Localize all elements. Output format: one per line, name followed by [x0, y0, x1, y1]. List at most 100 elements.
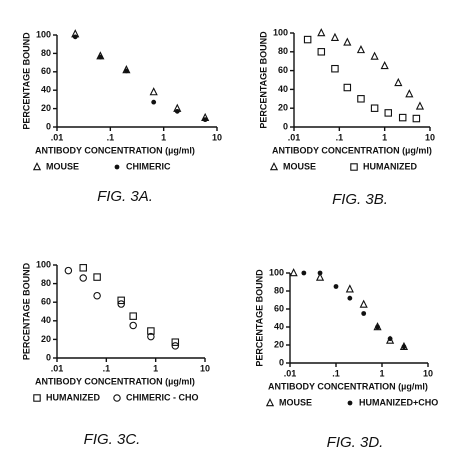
- y-tick-label: 0: [283, 121, 288, 131]
- legend-label: MOUSE: [279, 397, 312, 407]
- marker-square: [398, 113, 407, 122]
- marker-triangle: [343, 37, 352, 46]
- marker-square: [129, 312, 137, 320]
- y-tick-label: 0: [46, 121, 51, 131]
- marker-square: [412, 114, 421, 123]
- marker-dot: [174, 108, 180, 114]
- marker-square: [171, 338, 180, 346]
- figure-title: FIG. 3A.: [97, 188, 153, 205]
- marker-square: [384, 109, 393, 117]
- marker-triangle: [394, 77, 403, 87]
- marker-dot: [347, 295, 353, 301]
- y-tick-label: 80: [41, 278, 51, 288]
- y-axis-label: PERCENTAGE BOUND: [21, 262, 31, 360]
- x-tick-label: .01: [51, 132, 64, 142]
- marker-square: [33, 394, 41, 402]
- x-tick-label: .1: [332, 368, 340, 378]
- figure-title: FIG. 3B.: [332, 191, 388, 208]
- marker-circle: [93, 291, 101, 300]
- x-tick-label: 10: [200, 363, 210, 373]
- marker-triangle: [345, 284, 354, 293]
- marker-dot: [97, 54, 103, 60]
- x-axis-label: ANTIBODY CONCENTRATION (µg/ml): [35, 145, 195, 155]
- marker-circle: [129, 321, 137, 330]
- y-tick-label: 40: [274, 321, 284, 331]
- marker-triangle: [315, 272, 325, 281]
- x-axis-label: ANTIBODY CONCENTRATION (µg/ml): [272, 145, 432, 155]
- y-tick-label: 60: [41, 66, 51, 76]
- marker-dot: [72, 34, 78, 40]
- x-tick-label: 1: [379, 368, 384, 378]
- legend-label: HUMANIZED+CHO: [359, 397, 438, 407]
- marker-triangle: [380, 60, 389, 70]
- marker-triangle: [149, 87, 158, 96]
- marker-dot: [301, 270, 307, 276]
- figure-title: FIG. 3C.: [84, 431, 141, 448]
- y-tick-label: 80: [274, 285, 284, 295]
- legend-label: MOUSE: [283, 161, 316, 171]
- y-tick-label: 100: [269, 267, 284, 277]
- marker-triangle: [269, 162, 279, 171]
- y-axis-label: PERCENTAGE BOUND: [254, 269, 264, 367]
- marker-triangle: [415, 101, 425, 110]
- y-tick-label: 80: [278, 46, 288, 56]
- y-axis-label: PERCENTAGE BOUND: [21, 32, 31, 130]
- marker-circle: [113, 394, 121, 402]
- marker-square: [303, 35, 312, 44]
- marker-dot: [347, 400, 353, 406]
- marker-dot: [387, 336, 393, 342]
- y-tick-label: 20: [274, 339, 284, 349]
- marker-square: [147, 327, 155, 335]
- marker-circle: [147, 332, 155, 341]
- x-tick-label: .01: [51, 363, 64, 373]
- legend-label: MOUSE: [46, 161, 79, 171]
- marker-dot: [401, 344, 407, 350]
- marker-square: [93, 273, 101, 281]
- marker-circle: [171, 342, 180, 350]
- x-tick-label: .01: [288, 132, 301, 142]
- marker-triangle: [265, 398, 275, 407]
- y-tick-label: 0: [46, 352, 51, 362]
- y-tick-label: 60: [41, 297, 51, 307]
- marker-square: [317, 48, 326, 56]
- legend-label: HUMANIZED: [46, 392, 100, 402]
- marker-circle: [117, 300, 125, 308]
- marker-triangle: [359, 299, 368, 308]
- y-axis-label: PERCENTAGE BOUND: [258, 31, 268, 129]
- y-tick-label: 40: [41, 85, 51, 95]
- marker-square: [370, 104, 379, 112]
- marker-dot: [202, 117, 208, 123]
- marker-dot: [333, 284, 339, 289]
- legend-label: CHIMERIC: [126, 161, 171, 171]
- marker-square: [350, 163, 358, 171]
- y-tick-label: 80: [41, 48, 51, 58]
- y-tick-label: 0: [279, 357, 284, 367]
- marker-square: [357, 95, 365, 103]
- y-tick-label: 20: [41, 334, 51, 344]
- y-tick-label: 40: [278, 84, 288, 94]
- y-tick-label: 60: [278, 65, 288, 75]
- y-tick-label: 100: [36, 29, 51, 39]
- x-tick-label: 10: [425, 132, 435, 142]
- marker-triangle: [370, 51, 379, 60]
- figure-title: FIG. 3D.: [327, 434, 384, 451]
- y-tick-label: 100: [273, 27, 288, 37]
- x-tick-label: 1: [382, 132, 387, 142]
- marker-triangle: [289, 268, 298, 277]
- x-tick-label: 1: [161, 132, 166, 142]
- marker-triangle: [405, 89, 414, 98]
- marker-square: [79, 264, 87, 272]
- y-tick-label: 60: [274, 303, 284, 313]
- x-tick-label: 10: [423, 368, 433, 378]
- x-tick-label: .1: [336, 132, 344, 142]
- y-tick-label: 40: [41, 315, 51, 325]
- x-tick-label: .1: [107, 132, 115, 142]
- marker-triangle: [330, 32, 340, 41]
- x-tick-label: .1: [103, 363, 111, 373]
- x-axis-label: ANTIBODY CONCENTRATION (µg/ml): [268, 381, 428, 391]
- marker-circle: [64, 266, 73, 275]
- marker-circle: [79, 274, 87, 282]
- marker-dot: [151, 99, 157, 105]
- marker-dot: [361, 311, 367, 316]
